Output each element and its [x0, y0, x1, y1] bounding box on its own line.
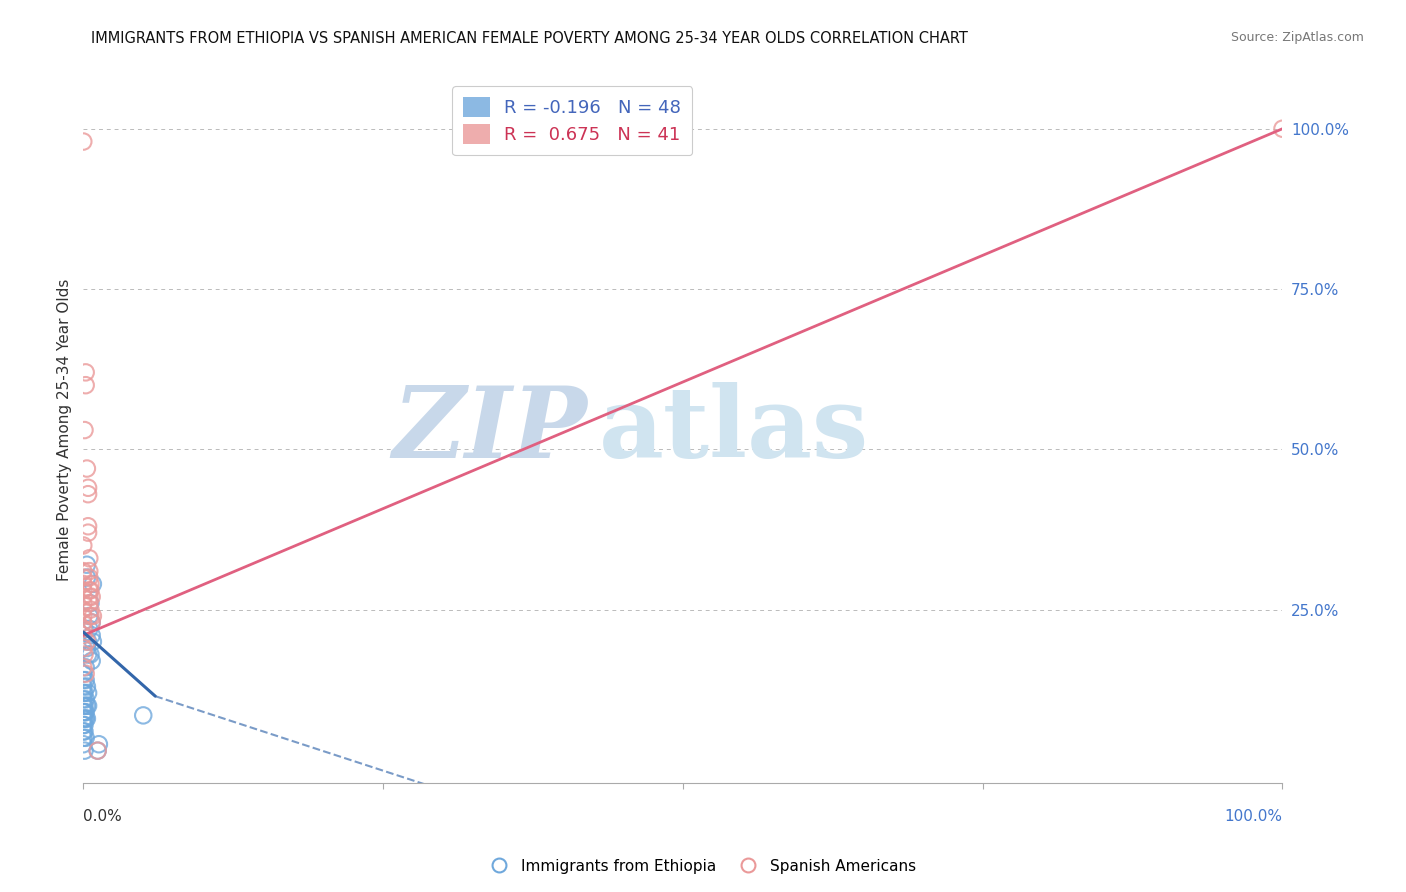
Point — [72, 705, 94, 719]
Point — [77, 648, 100, 662]
Point — [79, 609, 101, 624]
Point — [76, 558, 98, 572]
Point — [76, 712, 98, 726]
Point — [82, 634, 104, 648]
Point — [76, 634, 98, 648]
Point — [76, 680, 98, 694]
Point — [73, 423, 96, 437]
Point — [87, 737, 110, 751]
Point — [79, 622, 101, 636]
Point — [73, 724, 96, 739]
Point — [72, 660, 94, 674]
Point — [72, 570, 94, 584]
Point — [80, 628, 103, 642]
Point — [72, 737, 94, 751]
Point — [75, 712, 97, 726]
Point — [73, 705, 96, 719]
Point — [72, 609, 94, 624]
Point — [82, 609, 104, 624]
Point — [79, 590, 101, 604]
Point — [79, 596, 101, 610]
Point — [72, 680, 94, 694]
Point — [80, 590, 103, 604]
Point — [79, 596, 101, 610]
Point — [72, 686, 94, 700]
Point — [75, 660, 97, 674]
Point — [72, 622, 94, 636]
Point — [80, 615, 103, 630]
Point — [73, 698, 96, 713]
Point — [76, 570, 98, 584]
Point — [73, 622, 96, 636]
Point — [72, 731, 94, 745]
Text: ZIP: ZIP — [392, 382, 586, 478]
Point — [73, 718, 96, 732]
Point — [79, 583, 101, 598]
Point — [73, 648, 96, 662]
Point — [77, 487, 100, 501]
Point — [80, 654, 103, 668]
Point — [86, 744, 108, 758]
Point — [75, 666, 97, 681]
Text: atlas: atlas — [599, 382, 869, 479]
Point — [79, 577, 101, 591]
Point — [73, 744, 96, 758]
Point — [76, 698, 98, 713]
Point — [72, 692, 94, 706]
Point — [72, 712, 94, 726]
Point — [80, 615, 103, 630]
Point — [79, 648, 101, 662]
Point — [72, 596, 94, 610]
Point — [77, 519, 100, 533]
Point — [72, 718, 94, 732]
Point — [75, 705, 97, 719]
Point — [77, 698, 100, 713]
Point — [75, 692, 97, 706]
Point — [77, 686, 100, 700]
Point — [75, 378, 97, 392]
Point — [72, 666, 94, 681]
Point — [73, 712, 96, 726]
Point — [77, 481, 100, 495]
Y-axis label: Female Poverty Among 25-34 Year Olds: Female Poverty Among 25-34 Year Olds — [58, 279, 72, 582]
Point — [86, 744, 108, 758]
Legend: R = -0.196   N = 48, R =  0.675   N = 41: R = -0.196 N = 48, R = 0.675 N = 41 — [453, 87, 692, 155]
Point — [79, 609, 101, 624]
Point — [73, 686, 96, 700]
Point — [75, 673, 97, 687]
Point — [72, 615, 94, 630]
Point — [76, 461, 98, 475]
Point — [72, 628, 94, 642]
Point — [72, 539, 94, 553]
Text: 0.0%: 0.0% — [83, 810, 122, 824]
Point — [75, 365, 97, 379]
Point — [72, 724, 94, 739]
Point — [75, 731, 97, 745]
Point — [72, 641, 94, 656]
Legend: Immigrants from Ethiopia, Spanish Americans: Immigrants from Ethiopia, Spanish Americ… — [484, 853, 922, 880]
Point — [79, 551, 101, 566]
Text: 100.0%: 100.0% — [1225, 810, 1282, 824]
Point — [72, 564, 94, 578]
Point — [77, 525, 100, 540]
Point — [76, 641, 98, 656]
Text: Source: ZipAtlas.com: Source: ZipAtlas.com — [1230, 31, 1364, 45]
Point — [82, 577, 104, 591]
Point — [77, 634, 100, 648]
Point — [132, 708, 155, 723]
Text: IMMIGRANTS FROM ETHIOPIA VS SPANISH AMERICAN FEMALE POVERTY AMONG 25-34 YEAR OLD: IMMIGRANTS FROM ETHIOPIA VS SPANISH AMER… — [91, 31, 969, 46]
Point — [1271, 121, 1294, 136]
Point — [72, 673, 94, 687]
Point — [79, 602, 101, 616]
Point — [72, 583, 94, 598]
Point — [72, 577, 94, 591]
Point — [72, 602, 94, 616]
Point — [79, 570, 101, 584]
Point — [79, 564, 101, 578]
Point — [72, 698, 94, 713]
Point — [72, 590, 94, 604]
Point — [72, 135, 94, 149]
Point — [79, 583, 101, 598]
